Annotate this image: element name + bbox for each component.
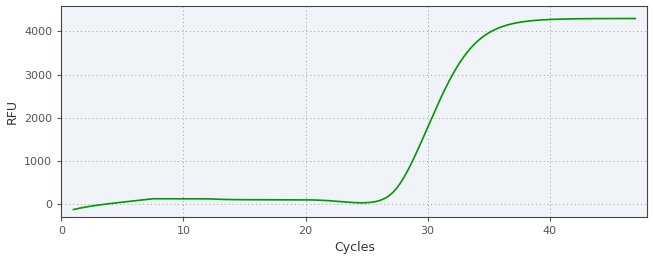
X-axis label: Cycles: Cycles <box>334 242 375 255</box>
Y-axis label: RFU: RFU <box>6 99 18 124</box>
